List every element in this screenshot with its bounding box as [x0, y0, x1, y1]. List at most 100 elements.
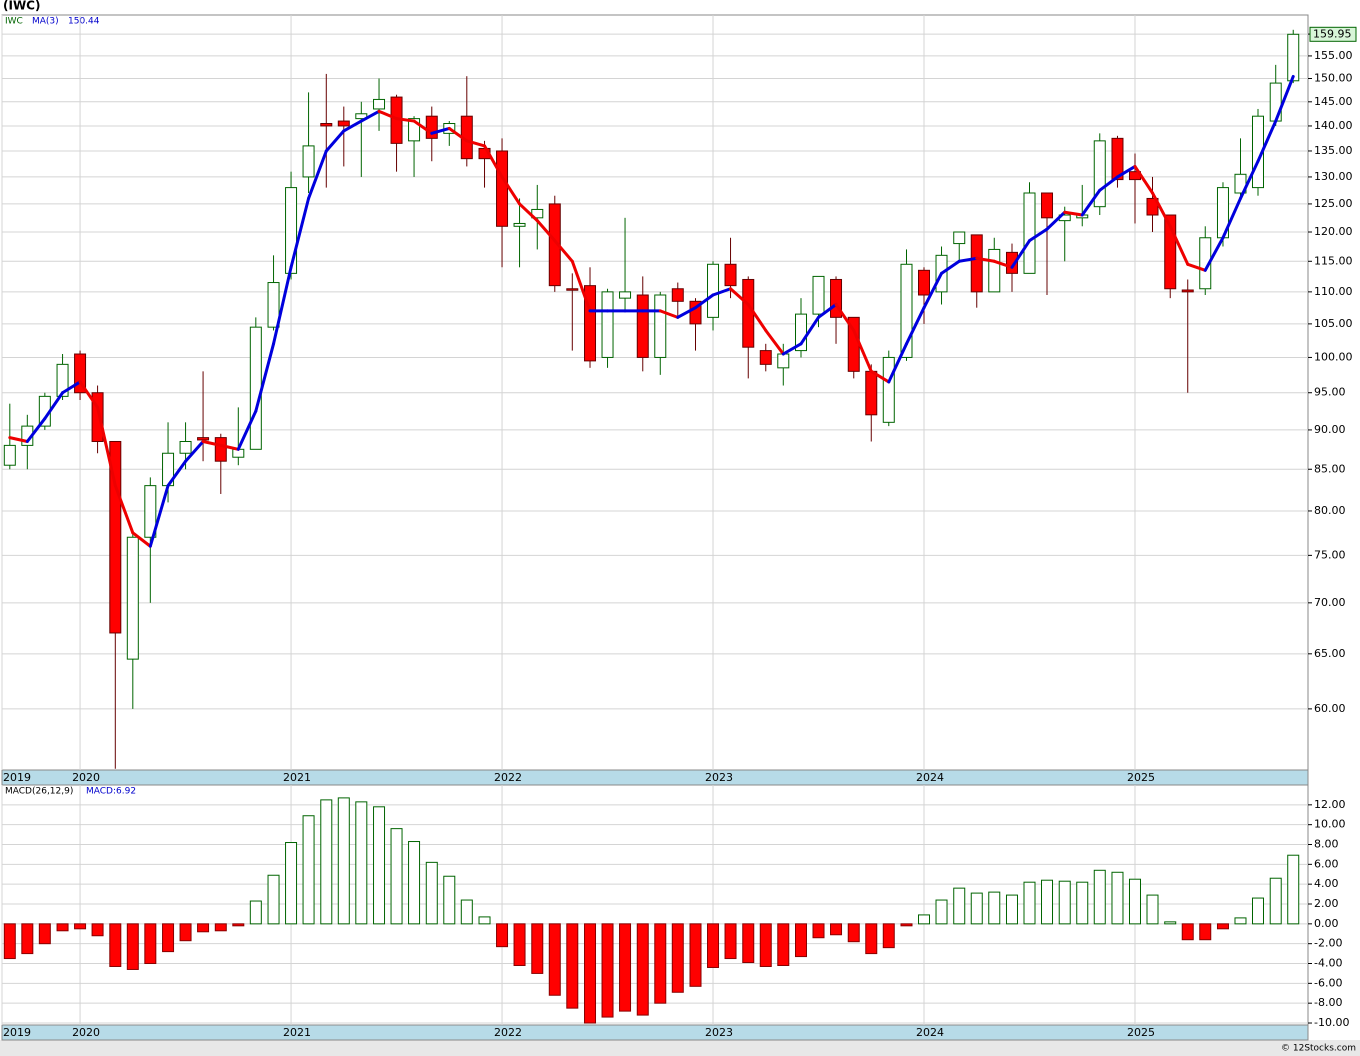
macd-bar: [74, 923, 87, 930]
ma-segment: [395, 117, 416, 123]
ma-segment: [342, 119, 363, 133]
candle-body: [355, 113, 368, 120]
candle-body: [320, 122, 333, 127]
ma-segment: [1221, 196, 1242, 240]
candle-body: [812, 275, 825, 315]
ma-segment: [781, 342, 803, 356]
ma-segment: [992, 259, 1014, 269]
macd-bar: [1093, 869, 1106, 925]
y-tick-label: -4.00: [1314, 957, 1342, 970]
y-tick-label: 130.00: [1314, 170, 1353, 183]
macd-bar: [460, 899, 473, 925]
candle-body: [1287, 33, 1300, 82]
macd-bar: [337, 797, 350, 925]
candle-body: [302, 145, 315, 178]
macd-bar: [1128, 878, 1141, 925]
ma-segment: [61, 380, 82, 395]
ma-segment: [1080, 188, 1102, 217]
candle-body: [179, 440, 192, 454]
candle-body: [373, 98, 386, 110]
candle-body: [337, 120, 350, 127]
macd-bar: [548, 923, 561, 996]
ma-segment: [518, 202, 539, 223]
candle-body: [144, 485, 157, 538]
macd-bar: [601, 923, 614, 1018]
macd-bar: [654, 923, 667, 1004]
y-tick-label: 110.00: [1314, 285, 1353, 298]
macd-bar: [232, 923, 245, 927]
ma-segment: [1238, 159, 1260, 200]
macd-bar: [882, 923, 895, 949]
candle-body: [197, 437, 210, 441]
y-tick-label: 90.00: [1314, 423, 1346, 436]
y-tick-label: 12.00: [1314, 798, 1346, 811]
ma-segment: [1151, 191, 1172, 228]
macd-bar: [795, 923, 808, 958]
candle-body: [689, 300, 702, 325]
ma-segment: [1168, 224, 1190, 266]
candle-body: [795, 313, 808, 352]
y-tick-label: -6.00: [1314, 976, 1342, 989]
price-label: 159.95: [1313, 27, 1352, 40]
candle-body: [900, 263, 913, 358]
macd-bar: [1287, 854, 1300, 925]
macd-label: MACD(26,12,9): [5, 787, 73, 797]
macd-bar: [144, 923, 157, 965]
macd-bar: [636, 923, 649, 1016]
macd-bar: [1041, 879, 1054, 925]
macd-bar: [970, 892, 983, 925]
y-tick-label: -2.00: [1314, 937, 1342, 950]
ma-segment: [922, 271, 944, 310]
ma-segment: [957, 256, 979, 263]
macd-bar: [1269, 877, 1282, 925]
y-tick-label: 140.00: [1314, 119, 1353, 132]
y-tick-label: 100.00: [1314, 350, 1353, 363]
y-tick-label: -10.00: [1314, 1016, 1349, 1029]
ma-segment: [201, 439, 223, 447]
ma-segment: [184, 439, 205, 463]
candle-body: [759, 350, 772, 365]
y-tick-label: 80.00: [1314, 504, 1346, 517]
ma-segment: [447, 126, 469, 143]
chart-title: (IWC): [3, 0, 40, 13]
ma-segment: [254, 342, 276, 413]
ma-segment: [658, 309, 680, 319]
ma-segment: [729, 287, 750, 306]
macd-bar: [584, 923, 597, 1024]
macd-bar: [953, 887, 966, 925]
macd-bar: [865, 923, 878, 955]
macd-bar: [3, 923, 16, 960]
macd-bar: [1111, 871, 1124, 925]
ma-segment: [465, 139, 487, 148]
ma-segment: [483, 144, 504, 179]
ma-segment: [887, 342, 908, 384]
candle-body: [513, 222, 526, 227]
x-tick-label: 2024: [916, 1026, 944, 1039]
y-tick-label: 8.00: [1314, 838, 1339, 851]
candle-body: [601, 291, 614, 358]
ma-segment: [1256, 119, 1278, 163]
candle-body: [548, 203, 561, 287]
macd-bar: [425, 861, 438, 925]
macd-bar: [1164, 921, 1177, 925]
ma-segment: [834, 302, 856, 332]
y-tick-label: 2.00: [1314, 897, 1339, 910]
x-tick-label: 2025: [1127, 1026, 1155, 1039]
x-tick-label: 2022: [494, 1026, 522, 1039]
candle-body: [830, 278, 843, 318]
candle-body: [126, 536, 139, 660]
macd-readout: MACD:6.92: [86, 787, 136, 797]
macd-bar: [724, 923, 737, 960]
ma-segment: [1203, 236, 1225, 272]
ma-segment: [553, 239, 574, 263]
ma-segment: [219, 443, 240, 451]
y-tick-label: 135.00: [1314, 144, 1353, 157]
symbol-label: IWC: [5, 17, 23, 27]
macd-bar: [689, 923, 702, 987]
candle-body: [1005, 251, 1018, 274]
macd-bar: [179, 923, 192, 942]
ma-segment: [746, 302, 768, 332]
ma-segment: [148, 484, 170, 548]
macd-bar: [1251, 897, 1264, 925]
